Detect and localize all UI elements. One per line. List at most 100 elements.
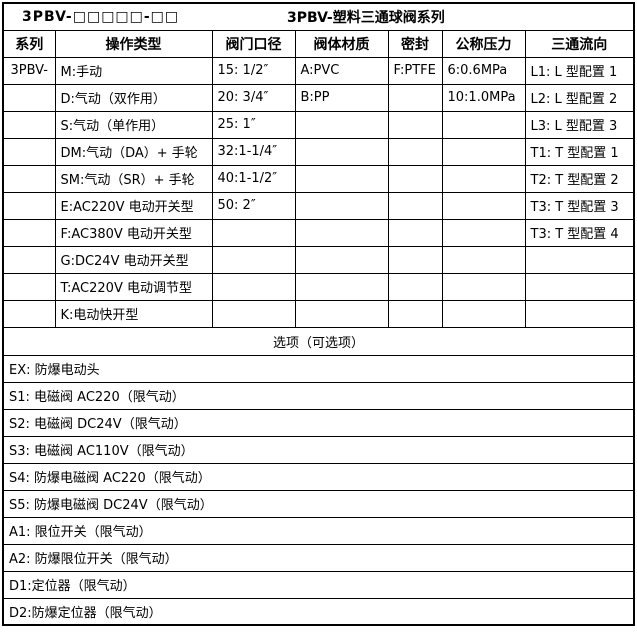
table-cell — [441, 299, 526, 328]
column-header-6: 三通流向 — [524, 29, 635, 58]
title-cell: 3PBV-□□□□□-□□ 3PBV-塑料三通球阀系列 — [2, 2, 635, 31]
table-cell — [2, 245, 56, 274]
table-cell — [294, 110, 389, 139]
table-row: G:DC24V 电动开关型 — [2, 245, 635, 274]
options-header-row: 选项（可选项） — [2, 326, 635, 356]
table-cell — [441, 137, 526, 166]
option-cell: D2:防爆定位器（限气动） — [2, 597, 635, 626]
table-cell — [441, 272, 526, 301]
table-cell: T1: T 型配置 1 — [524, 137, 635, 166]
table-cell — [441, 110, 526, 139]
table-cell: 20: 3/4″ — [211, 83, 296, 112]
option-row: D1:定位器（限气动） — [2, 570, 635, 599]
table-cell — [524, 299, 635, 328]
column-header-4: 密封 — [387, 29, 443, 58]
table-cell — [2, 299, 56, 328]
options-header: 选项（可选项） — [2, 326, 635, 356]
title-row: 3PBV-□□□□□-□□ 3PBV-塑料三通球阀系列 — [2, 2, 635, 31]
table-cell: K:电动快开型 — [54, 299, 213, 328]
spec-table-body: 3PBV- M:手动 15: 1/2″ A:PVC F:PTFE 6:0.6MPa L1: … — [2, 56, 635, 328]
table-cell — [2, 164, 56, 193]
table-row: F:AC380V 电动开关型 T3: T 型配置 4 — [2, 218, 635, 247]
table-row: D:气动（双作用） 20: 3/4″ B:PP 10:1.0MPa L2: L 型配置 … — [2, 83, 635, 112]
option-cell: S3: 电磁阀 AC110V（限气动） — [2, 435, 635, 464]
table-cell — [524, 272, 635, 301]
table-cell — [2, 272, 56, 301]
table-cell — [2, 137, 56, 166]
table-cell: SM:气动（SR）+ 手轮 — [54, 164, 213, 193]
table-cell — [387, 191, 443, 220]
table-cell — [2, 110, 56, 139]
table-cell: 50: 2″ — [211, 191, 296, 220]
option-cell: EX: 防爆电动头 — [2, 354, 635, 383]
table-cell — [387, 299, 443, 328]
table-cell — [2, 83, 56, 112]
table-cell — [294, 191, 389, 220]
option-cell: S4: 防爆电磁阀 AC220（限气动） — [2, 462, 635, 491]
table-row: K:电动快开型 — [2, 299, 635, 328]
table-cell — [294, 218, 389, 247]
table-row: E:AC220V 电动开关型 50: 2″ T3: T 型配置 3 — [2, 191, 635, 220]
table-cell: A:PVC — [294, 56, 389, 85]
option-row: S1: 电磁阀 AC220（限气动） — [2, 381, 635, 410]
table-cell — [211, 245, 296, 274]
table-cell — [387, 218, 443, 247]
column-header-1: 操作类型 — [54, 29, 213, 58]
option-row: D2:防爆定位器（限气动） — [2, 597, 635, 626]
table-cell: E:AC220V 电动开关型 — [54, 191, 213, 220]
table-cell: G:DC24V 电动开关型 — [54, 245, 213, 274]
table-cell: F:PTFE — [387, 56, 443, 85]
table-cell: T2: T 型配置 2 — [524, 164, 635, 193]
table-cell — [441, 218, 526, 247]
table-cell: DM:气动（DA）+ 手轮 — [54, 137, 213, 166]
option-row: A1: 限位开关（限气动） — [2, 516, 635, 545]
table-cell — [294, 299, 389, 328]
option-cell: S5: 防爆电磁阀 DC24V（限气动） — [2, 489, 635, 518]
column-header-5: 公称压力 — [441, 29, 526, 58]
option-row: S2: 电磁阀 DC24V（限气动） — [2, 408, 635, 437]
options-body: EX: 防爆电动头 S1: 电磁阀 AC220（限气动） S2: 电磁阀 DC24V… — [2, 354, 635, 626]
table-cell: M:手动 — [54, 56, 213, 85]
options-section: 选项（可选项） — [2, 326, 635, 356]
table-cell — [211, 218, 296, 247]
table-cell — [387, 137, 443, 166]
table-cell: 6:0.6MPa — [441, 56, 526, 85]
table-row: 3PBV- M:手动 15: 1/2″ A:PVC F:PTFE 6:0.6MPa L1: … — [2, 56, 635, 85]
valve-spec-table: 3PBV-□□□□□-□□ 3PBV-塑料三通球阀系列 系列 操作类型 阀门口径 阀体… — [2, 2, 636, 626]
table-cell: 15: 1/2″ — [211, 56, 296, 85]
table-row: T:AC220V 电动调节型 — [2, 272, 635, 301]
table-cell — [387, 245, 443, 274]
table-cell: T3: T 型配置 4 — [524, 218, 635, 247]
table-cell — [387, 110, 443, 139]
option-cell: S1: 电磁阀 AC220（限气动） — [2, 381, 635, 410]
table-cell — [294, 164, 389, 193]
table-cell: F:AC380V 电动开关型 — [54, 218, 213, 247]
option-cell: D1:定位器（限气动） — [2, 570, 635, 599]
model-code: 3PBV-□□□□□-□□ — [22, 8, 180, 25]
column-header-0: 系列 — [2, 29, 56, 58]
table-cell: L3: L 型配置 3 — [524, 110, 635, 139]
option-row: S4: 防爆电磁阀 AC220（限气动） — [2, 462, 635, 491]
table-cell — [441, 245, 526, 274]
table-cell — [387, 83, 443, 112]
option-row: S5: 防爆电磁阀 DC24V（限气动） — [2, 489, 635, 518]
option-row: EX: 防爆电动头 — [2, 354, 635, 383]
column-header-2: 阀门口径 — [211, 29, 296, 58]
table-cell — [441, 164, 526, 193]
table-cell: T3: T 型配置 3 — [524, 191, 635, 220]
table-cell — [441, 191, 526, 220]
column-header-row: 系列 操作类型 阀门口径 阀体材质 密封 公称压力 三通流向 — [2, 29, 635, 58]
table-row: S:气动（单作用） 25: 1″ L3: L 型配置 3 — [2, 110, 635, 139]
table-cell: 25: 1″ — [211, 110, 296, 139]
table-cell — [387, 164, 443, 193]
option-cell: A1: 限位开关（限气动） — [2, 516, 635, 545]
table-cell: L1: L 型配置 1 — [524, 56, 635, 85]
table-cell — [294, 272, 389, 301]
table-cell: D:气动（双作用） — [54, 83, 213, 112]
table-cell: L2: L 型配置 2 — [524, 83, 635, 112]
table-row: DM:气动（DA）+ 手轮 32:1-1/4″ T1: T 型配置 1 — [2, 137, 635, 166]
table-cell — [2, 218, 56, 247]
table-cell: 10:1.0MPa — [441, 83, 526, 112]
table-cell — [211, 272, 296, 301]
table-cell — [387, 272, 443, 301]
